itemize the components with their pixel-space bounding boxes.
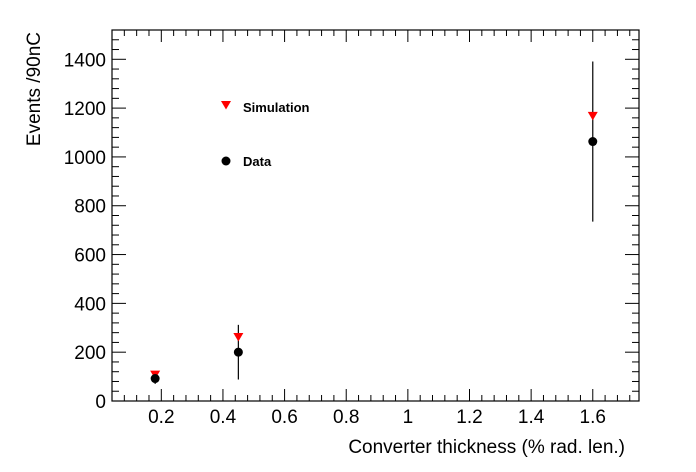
x-tick-label: 0.4 [210, 407, 237, 428]
y-tick-label: 800 [74, 197, 106, 218]
data-point [150, 374, 160, 384]
data-markers [150, 111, 598, 384]
tick-labels: 0 200 400 600 800 1000 1200 1400 0.2 0.4 0.6 0.8 1 1.… [64, 50, 606, 428]
x-tick-label: 1 [403, 407, 414, 428]
simulation-point [233, 333, 244, 342]
x-axis-title: Converter thickness (% rad. len.) [348, 437, 625, 458]
y-tick-label: 1400 [64, 50, 106, 71]
legend: Simulation Data [221, 100, 310, 169]
x-tick-label: 0.6 [271, 407, 297, 428]
x-tick-label: 1.2 [456, 407, 482, 428]
y-tick-label: 1000 [64, 148, 106, 169]
y-tick-label: 200 [74, 343, 106, 364]
y-axis-title: Events /90nC [24, 32, 45, 146]
error-bars [154, 61, 594, 384]
y-tick-label: 1200 [64, 99, 106, 120]
x-tick-label: 0.8 [333, 407, 359, 428]
y-tick-label: 0 [95, 392, 106, 413]
data-point [588, 137, 598, 147]
y-tick-label: 600 [74, 246, 106, 267]
legend-data-marker [221, 156, 231, 166]
plot-frame [111, 29, 640, 402]
legend-data-label: Data [243, 154, 272, 169]
axis-ticks [111, 29, 639, 402]
x-tick-label: 1.4 [518, 407, 545, 428]
legend-simulation-marker [221, 101, 231, 110]
simulation-point [587, 111, 598, 121]
x-tick-label: 0.2 [148, 407, 174, 428]
x-tick-label: 1.6 [580, 407, 606, 428]
legend-simulation-label: Simulation [243, 100, 310, 115]
data-point [233, 347, 243, 357]
y-tick-label: 400 [74, 294, 106, 315]
